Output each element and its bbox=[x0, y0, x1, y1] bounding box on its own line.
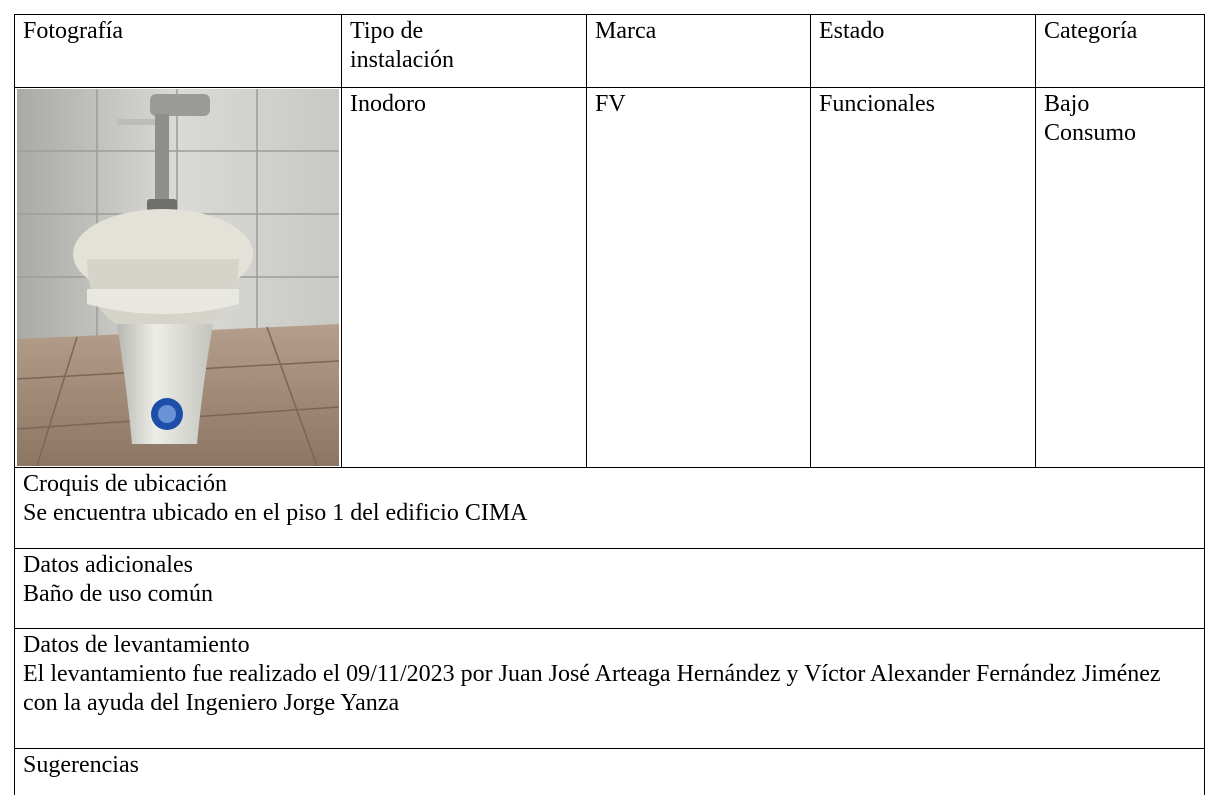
cell-text: Inodoro bbox=[350, 91, 426, 117]
photo bbox=[17, 89, 339, 466]
header-text: Categoría bbox=[1044, 18, 1138, 44]
header-text: Estado bbox=[819, 18, 885, 44]
photo-cell bbox=[14, 87, 342, 468]
cell-text: FV bbox=[595, 91, 626, 117]
header-text: Fotografía bbox=[23, 18, 123, 44]
section: Datos de levantamiento El levantamiento … bbox=[14, 628, 1205, 749]
section-title: Datos de levantamiento bbox=[23, 632, 250, 658]
header-cell: Fotografía bbox=[14, 14, 342, 88]
header-text: Marca bbox=[595, 18, 657, 44]
section-title: Sugerencias bbox=[23, 752, 139, 778]
section-text: Se encuentra ubicado en el piso 1 del ed… bbox=[23, 500, 528, 526]
cell: Inodoro bbox=[341, 87, 587, 468]
header-text: Tipo de instalación bbox=[350, 18, 454, 73]
cell-text: Funcionales bbox=[819, 91, 935, 117]
cell: Bajo Consumo bbox=[1035, 87, 1205, 468]
cell-text: Bajo Consumo bbox=[1044, 91, 1137, 146]
header-cell: Categoría bbox=[1035, 14, 1205, 88]
section: Croquis de ubicación Se encuentra ubicad… bbox=[14, 467, 1205, 549]
section: Datos adicionales Baño de uso común bbox=[14, 548, 1205, 629]
section-title: Croquis de ubicación bbox=[23, 471, 227, 497]
section: Sugerencias bbox=[14, 748, 1205, 795]
header-cell: Marca bbox=[586, 14, 811, 88]
section-text: El levantamiento fue realizado el 09/11/… bbox=[23, 661, 1161, 716]
cell: Funcionales bbox=[810, 87, 1036, 468]
header-cell: Tipo de instalación bbox=[341, 14, 587, 88]
section-text: Baño de uso común bbox=[23, 581, 213, 607]
header-cell: Estado bbox=[810, 14, 1036, 88]
cell: FV bbox=[586, 87, 811, 468]
section-title: Datos adicionales bbox=[23, 552, 193, 578]
